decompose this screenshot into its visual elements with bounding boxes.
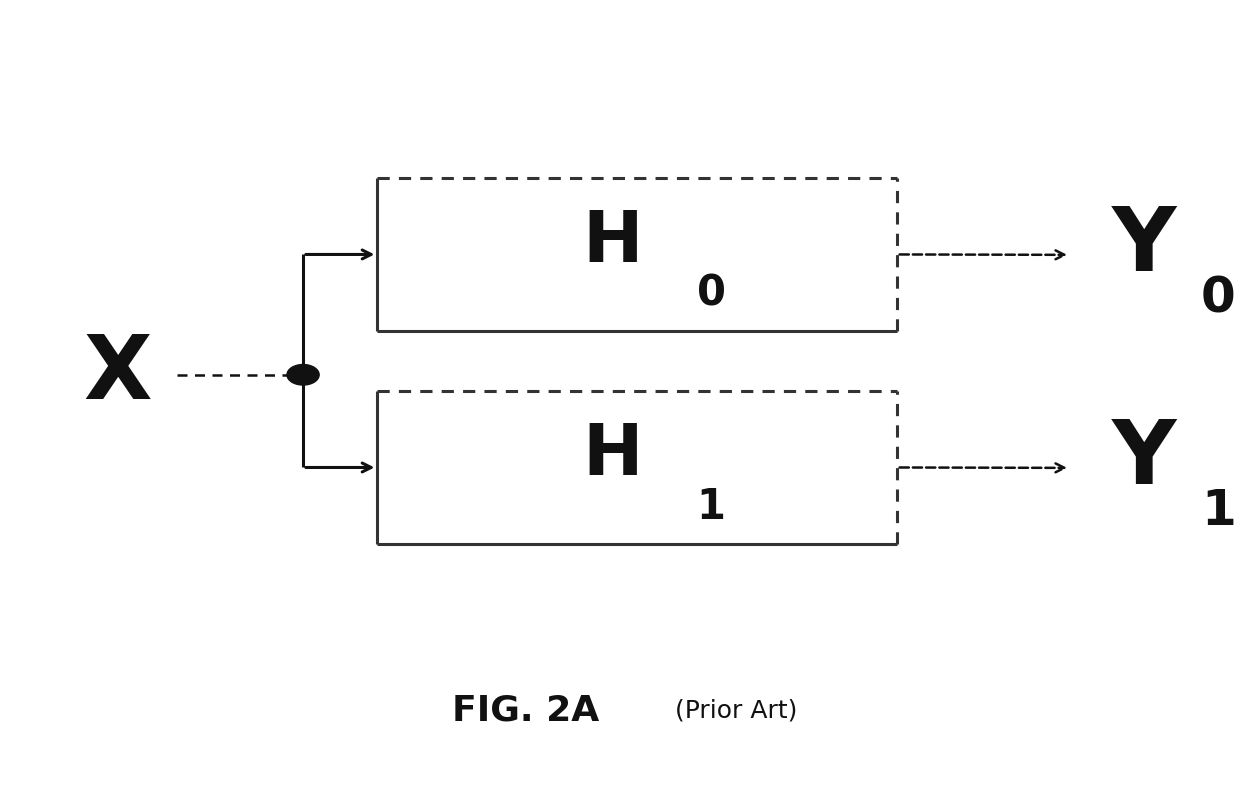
Circle shape: [286, 365, 319, 385]
Text: (Prior Art): (Prior Art): [675, 698, 797, 722]
Text: Y: Y: [1112, 204, 1177, 290]
Text: Y: Y: [1112, 417, 1177, 503]
Text: H: H: [582, 208, 642, 277]
Text: 1: 1: [697, 486, 725, 528]
Text: 0: 0: [697, 273, 725, 315]
Text: 1: 1: [1202, 488, 1236, 535]
Text: FIG. 2A: FIG. 2A: [453, 693, 599, 727]
Text: X: X: [83, 331, 151, 418]
Text: 0: 0: [1202, 275, 1236, 322]
Text: H: H: [582, 421, 642, 490]
